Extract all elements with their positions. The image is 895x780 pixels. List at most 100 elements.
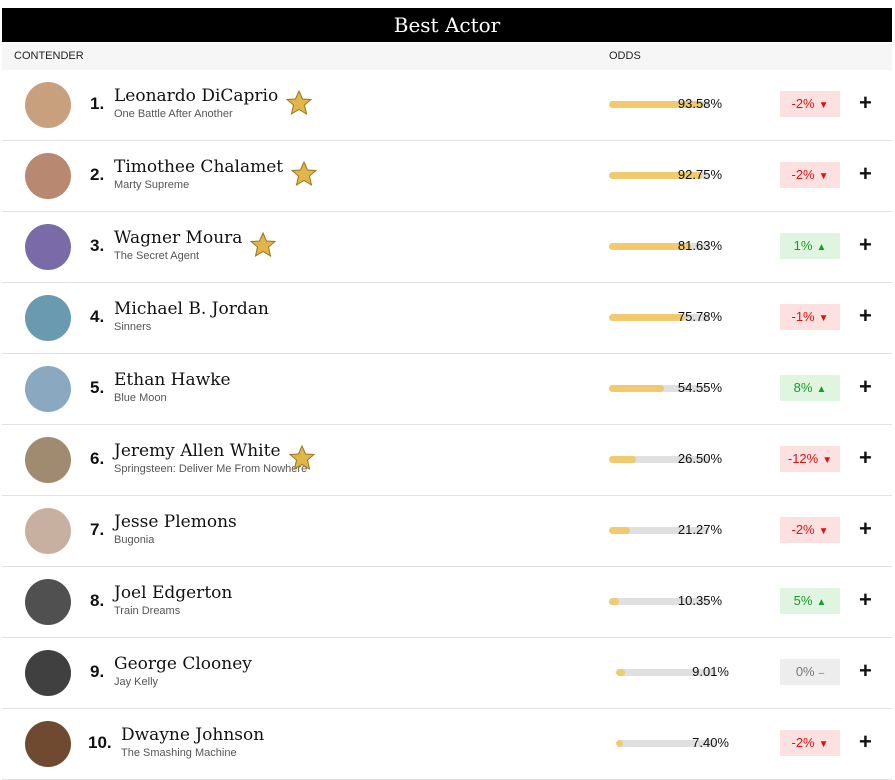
change-badge: -2% ▼ [780, 730, 840, 756]
change-value: -2% [791, 167, 815, 182]
contender-name: Jesse Plemons [114, 512, 237, 532]
odds-track [616, 669, 716, 676]
rank: 6. [90, 449, 105, 468]
avatar [25, 224, 71, 270]
odds-track [609, 172, 709, 179]
odds-value: 81.63% [677, 238, 722, 253]
odds-track [609, 314, 709, 321]
contender-name: Leonardo DiCaprio [114, 86, 279, 106]
contender-row: 3. Wagner Moura The Secret Agent 81.63% 1% ▲ + [2, 212, 892, 283]
film: Blue Moon [114, 392, 167, 404]
title-bar: Best Actor [2, 8, 892, 42]
expand-button[interactable]: + [859, 729, 872, 754]
expand-button[interactable]: + [859, 516, 872, 541]
change-value: -12% [787, 451, 819, 466]
odds-bar [609, 243, 691, 250]
odds-value: 92.75% [677, 167, 722, 182]
odds-bar [609, 385, 664, 392]
expand-button[interactable]: + [859, 232, 872, 257]
odds-bar [609, 314, 685, 321]
avatar [25, 437, 71, 483]
film: Sinners [114, 321, 152, 333]
odds-value: 9.01% [692, 664, 729, 679]
expand-button[interactable]: + [859, 445, 872, 470]
odds-value: 10.35% [677, 593, 722, 608]
change-badge: 1% ▲ [780, 233, 840, 259]
contender-name: Jeremy Allen White [114, 441, 281, 461]
rank: 7. [90, 520, 105, 539]
contender-name: Joel Edgerton [114, 583, 233, 603]
change-value: 8% [793, 380, 813, 395]
rank: 3. [90, 236, 105, 255]
expand-button[interactable]: + [859, 587, 872, 612]
change-badge: -12% ▼ [780, 446, 840, 472]
avatar [25, 508, 71, 554]
avatar [25, 153, 71, 199]
trend-arrow: – [818, 668, 825, 679]
avatar [25, 366, 71, 412]
contender-row: 1. Leonardo DiCaprio One Battle After Anot… [2, 70, 892, 141]
odds-value: 54.55% [677, 380, 722, 395]
odds-track [609, 101, 709, 108]
trend-arrow: ▼ [818, 313, 829, 324]
odds-value: 7.40% [692, 735, 729, 750]
trend-arrow: ▲ [816, 242, 827, 253]
odds-track [609, 598, 709, 605]
odds-track [616, 740, 716, 747]
rank: 2. [90, 165, 105, 184]
change-badge: 0% – [780, 659, 840, 685]
film: One Battle After Another [114, 108, 233, 120]
rank: 4. [90, 307, 105, 326]
odds-bar [609, 598, 620, 605]
odds-track [609, 456, 709, 463]
film: Springsteen: Deliver Me From Nowhere [114, 463, 308, 475]
rank: 10. [88, 733, 112, 752]
odds-header: ODDS [609, 50, 641, 62]
odds-track [609, 385, 709, 392]
change-badge: 8% ▲ [780, 375, 840, 401]
contender-name: Timothee Chalamet [114, 157, 284, 177]
contender-header: CONTENDER [14, 50, 84, 62]
expand-button[interactable]: + [859, 161, 872, 186]
star [285, 89, 313, 121]
avatar [25, 82, 71, 128]
change-value: 0% [795, 664, 815, 679]
change-value: -1% [791, 309, 815, 324]
contender-row: 5. Ethan Hawke Blue Moon 54.55% 8% ▲ + [2, 354, 892, 425]
title: Best Actor [393, 13, 501, 37]
change-badge: -2% ▼ [780, 91, 840, 117]
change-value: 1% [793, 238, 813, 253]
avatar [25, 295, 71, 341]
trend-arrow: ▲ [816, 597, 827, 608]
rank: 1. [90, 94, 105, 113]
odds-value: 26.50% [677, 451, 722, 466]
expand-button[interactable]: + [859, 303, 872, 328]
trend-arrow: ▼ [822, 455, 833, 466]
expand-button[interactable]: + [859, 374, 872, 399]
trend-arrow: ▼ [818, 171, 829, 182]
change-value: -2% [791, 522, 815, 537]
avatar [25, 579, 71, 625]
change-value: -2% [791, 735, 815, 750]
expand-button[interactable]: + [859, 658, 872, 683]
change-value: 5% [793, 593, 813, 608]
contender-name: Wagner Moura [114, 228, 243, 248]
trend-arrow: ▼ [818, 526, 829, 537]
film: Jay Kelly [114, 676, 159, 688]
contender-row: 4. Michael B. Jordan Sinners 75.78% -1% ▼ + [2, 283, 892, 354]
odds-track [609, 527, 709, 534]
expand-button[interactable]: + [859, 90, 872, 115]
change-badge: -2% ▼ [780, 517, 840, 543]
contender-row: 10. Dwayne Johnson The Smashing Machine 7.4… [2, 709, 892, 780]
contender-name: Dwayne Johnson [121, 725, 265, 745]
film: Train Dreams [114, 605, 181, 617]
star [249, 231, 277, 263]
change-badge: -2% ▼ [780, 162, 840, 188]
avatar [25, 650, 71, 696]
trend-arrow: ▼ [818, 739, 829, 750]
contender-name: George Clooney [114, 654, 252, 674]
odds-value: 75.78% [677, 309, 722, 324]
rank: 9. [90, 662, 105, 681]
change-badge: -1% ▼ [780, 304, 840, 330]
